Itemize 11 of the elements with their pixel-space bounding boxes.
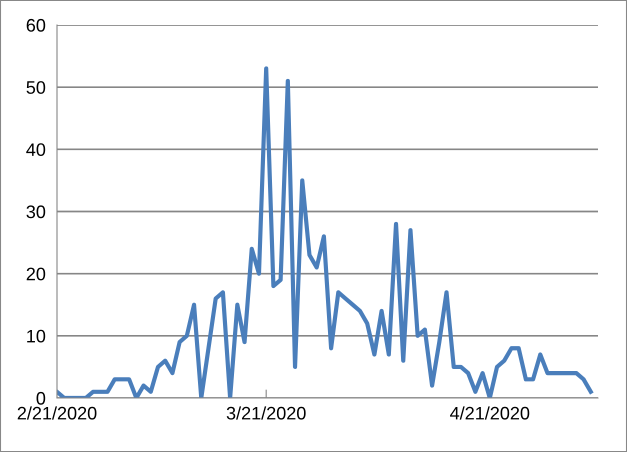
line-series (57, 66, 593, 398)
x-tick-label: 4/21/2020 (450, 406, 530, 420)
y-tick-label: 30 (26, 205, 46, 218)
y-tick-label: 0 (36, 392, 46, 405)
y-tick-label: 20 (26, 268, 46, 280)
y-tick-label: 50 (26, 81, 46, 94)
y-tick-label: 10 (27, 330, 46, 343)
y-tick-label: 60 (26, 18, 46, 32)
y-tick-label: 40 (26, 143, 46, 156)
x-tick-label: 2/21/2020 (18, 406, 96, 420)
x-tick-label: 3/21/2020 (226, 406, 306, 420)
